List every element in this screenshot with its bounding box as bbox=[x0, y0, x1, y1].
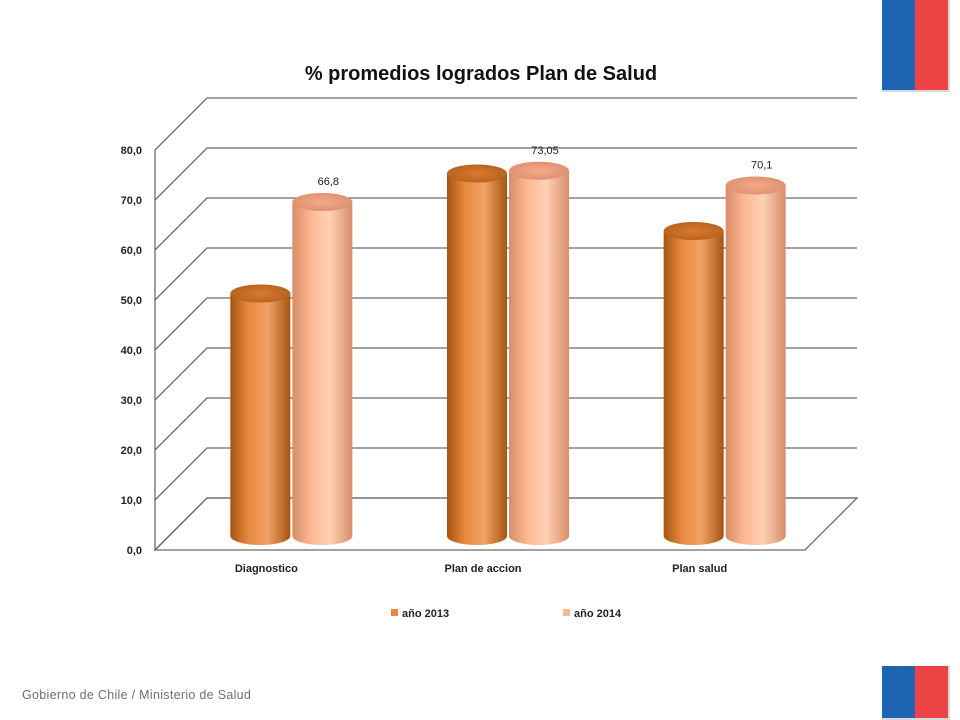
x-tick-label: Plan salud bbox=[672, 563, 727, 575]
footer-text: Gobierno de Chile / Ministerio de Salud bbox=[22, 688, 252, 702]
data-label: 66,8 bbox=[318, 176, 339, 188]
bar-top bbox=[447, 164, 507, 183]
bar-body bbox=[230, 293, 291, 545]
x-tick-label: Plan de accion bbox=[444, 563, 521, 575]
bar-2013-diagnostico bbox=[230, 284, 291, 545]
gridline bbox=[154, 247, 857, 301]
data-labels: 66,8 73,05 70,1 bbox=[318, 145, 773, 188]
data-label: 73,05 bbox=[531, 145, 559, 157]
data-label: 70,1 bbox=[751, 160, 772, 172]
legend-swatch bbox=[563, 609, 570, 616]
bar-2013-plan-salud bbox=[663, 222, 724, 545]
gridline bbox=[154, 297, 857, 351]
bar-top bbox=[230, 284, 291, 303]
x-tick-label: Diagnostico bbox=[235, 563, 298, 575]
bar-2014-plan-salud bbox=[725, 176, 786, 545]
flag-blue-stripe bbox=[882, 666, 915, 718]
y-tick-label: 50,0 bbox=[121, 295, 142, 307]
bar-2014-plan-de-accion bbox=[509, 161, 569, 545]
gridline bbox=[154, 447, 857, 501]
y-tick-label: 0,0 bbox=[127, 545, 142, 557]
y-tick-label: 20,0 bbox=[121, 445, 142, 457]
bar-top bbox=[509, 161, 569, 180]
y-tick-label: 80,0 bbox=[121, 145, 142, 157]
x-axis: Diagnostico Plan de accion Plan salud bbox=[235, 563, 727, 575]
bar-2014-diagnostico bbox=[292, 193, 353, 545]
y-tick-label: 70,0 bbox=[121, 195, 142, 207]
bar-body bbox=[509, 170, 569, 545]
flag-blue-stripe bbox=[882, 0, 915, 90]
bar-body bbox=[663, 231, 724, 545]
legend-swatch bbox=[391, 609, 398, 616]
legend: año 2013 año 2014 bbox=[391, 608, 622, 620]
bar-top bbox=[292, 193, 353, 211]
gridline bbox=[154, 97, 857, 151]
gridlines bbox=[154, 97, 857, 551]
gridline bbox=[154, 397, 857, 451]
chile-flag-bottom bbox=[882, 666, 950, 720]
gridline bbox=[154, 197, 857, 251]
bar-body bbox=[292, 202, 353, 545]
flag-red-stripe bbox=[915, 0, 948, 90]
legend-label: año 2014 bbox=[574, 608, 622, 620]
bar-body bbox=[725, 185, 786, 545]
bars bbox=[230, 161, 786, 545]
gridline bbox=[154, 347, 857, 401]
gridline bbox=[154, 147, 857, 201]
y-tick-label: 10,0 bbox=[121, 495, 142, 507]
chile-flag-top bbox=[882, 0, 950, 92]
y-tick-label: 40,0 bbox=[121, 345, 142, 357]
gridline bbox=[154, 497, 857, 551]
flag-red-stripe bbox=[915, 666, 948, 718]
bar-top bbox=[663, 222, 724, 240]
y-tick-label: 60,0 bbox=[121, 245, 142, 257]
y-axis: 0,0 10,0 20,0 30,0 40,0 50,0 60,0 70,0 80,0 bbox=[121, 145, 142, 557]
bar-2013-plan-de-accion bbox=[447, 164, 507, 545]
bar-top bbox=[725, 176, 786, 195]
legend-label: año 2013 bbox=[402, 608, 449, 620]
bar-body bbox=[447, 173, 507, 545]
chart-title: % promedios logrados Plan de Salud bbox=[305, 63, 657, 85]
y-tick-label: 30,0 bbox=[121, 395, 142, 407]
